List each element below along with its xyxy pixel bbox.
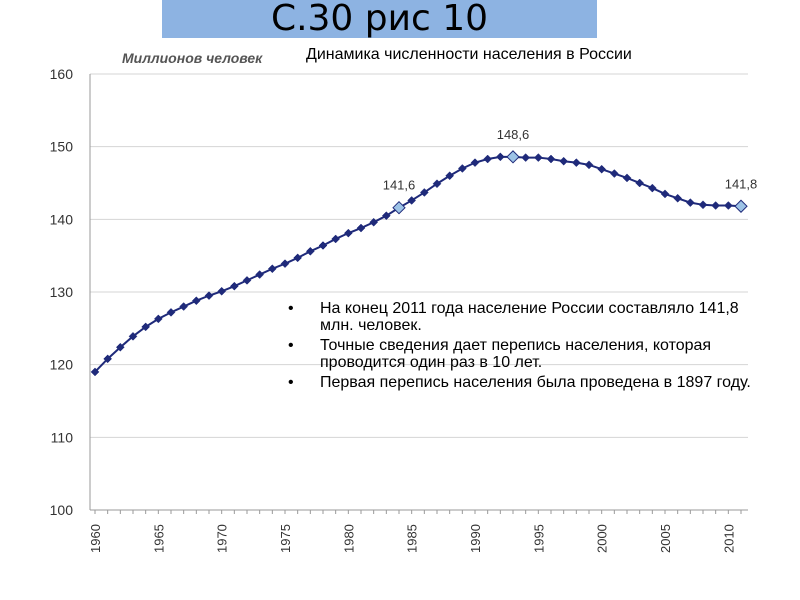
highlight-point xyxy=(506,150,520,164)
data-label: 141,6 xyxy=(383,178,416,193)
x-tick-label: 2000 xyxy=(595,524,610,553)
data-point xyxy=(381,211,391,221)
data-point xyxy=(685,198,695,207)
y-tick-label: 110 xyxy=(51,429,74,445)
data-point xyxy=(470,158,480,168)
x-tick-label: 1980 xyxy=(341,524,356,553)
x-tick-label: 1975 xyxy=(278,524,293,553)
data-point xyxy=(166,307,176,317)
data-point xyxy=(521,153,531,162)
data-point xyxy=(622,173,632,183)
data-point xyxy=(356,223,366,233)
data-point xyxy=(407,196,417,205)
x-tick-label: 2010 xyxy=(721,524,736,553)
y-tick-label: 120 xyxy=(50,357,74,373)
data-point xyxy=(445,171,455,181)
data-point xyxy=(483,154,493,164)
data-point xyxy=(115,342,125,352)
data-point xyxy=(635,178,645,188)
x-tick-label: 2005 xyxy=(658,524,673,553)
x-tick-label: 1995 xyxy=(531,524,546,553)
data-point xyxy=(331,234,341,244)
data-point xyxy=(141,322,151,332)
data-point xyxy=(597,164,607,174)
data-point xyxy=(242,276,252,285)
x-tick-label: 1985 xyxy=(405,524,420,553)
note-item: На конец 2011 года население России сост… xyxy=(288,300,758,334)
data-point xyxy=(128,331,138,341)
x-tick-label: 1970 xyxy=(215,524,230,553)
y-tick-label: 160 xyxy=(50,66,74,82)
y-tick-label: 100 xyxy=(50,502,74,518)
data-point xyxy=(267,264,277,274)
data-point xyxy=(217,286,227,296)
y-tick-label: 150 xyxy=(50,139,74,155)
data-point xyxy=(609,169,619,178)
data-point xyxy=(660,189,670,199)
data-point xyxy=(153,314,163,324)
x-tick-label: 1990 xyxy=(468,524,483,553)
data-point xyxy=(280,259,290,269)
series-line xyxy=(94,155,742,373)
data-point xyxy=(103,354,113,364)
data-point xyxy=(571,158,581,168)
data-point xyxy=(305,246,315,256)
data-point xyxy=(191,296,201,306)
x-tick-label: 1960 xyxy=(88,524,103,553)
data-point xyxy=(293,253,303,263)
chart-title: Динамика численности населения в России xyxy=(306,46,632,63)
data-point xyxy=(559,156,569,166)
data-point xyxy=(369,217,379,227)
x-tick-label: 1965 xyxy=(151,524,166,553)
data-label: 148,6 xyxy=(497,127,530,142)
data-point xyxy=(673,193,683,203)
data-point xyxy=(723,201,733,210)
data-point xyxy=(584,160,594,170)
highlight-point xyxy=(392,200,406,215)
data-point xyxy=(698,200,708,210)
data-point xyxy=(90,367,100,377)
note-item: Первая перепись населения была проведена… xyxy=(288,374,758,391)
slide-header: С.30 рис 10 xyxy=(162,0,597,38)
data-point xyxy=(711,201,721,210)
data-point xyxy=(647,183,657,193)
data-point xyxy=(533,153,543,162)
data-point xyxy=(432,179,442,189)
notes-list: На конец 2011 года население России сост… xyxy=(288,300,758,394)
note-item: Точные сведения дает перепись населения,… xyxy=(288,337,758,371)
data-point xyxy=(546,154,556,164)
y-tick-label: 140 xyxy=(50,211,74,227)
data-point xyxy=(229,281,239,291)
data-point xyxy=(318,241,328,250)
data-point xyxy=(343,228,353,238)
data-point xyxy=(255,270,265,279)
y-unit-label: Миллионов человек xyxy=(122,50,263,66)
slide-header-label: С.30 рис 10 xyxy=(270,0,489,39)
data-point xyxy=(179,302,189,311)
data-point xyxy=(419,188,429,197)
data-label: 141,8 xyxy=(725,176,758,191)
data-point xyxy=(495,152,505,162)
highlight-point xyxy=(734,199,748,213)
data-point xyxy=(457,164,467,173)
y-tick-label: 130 xyxy=(50,284,74,300)
data-point xyxy=(204,291,214,300)
